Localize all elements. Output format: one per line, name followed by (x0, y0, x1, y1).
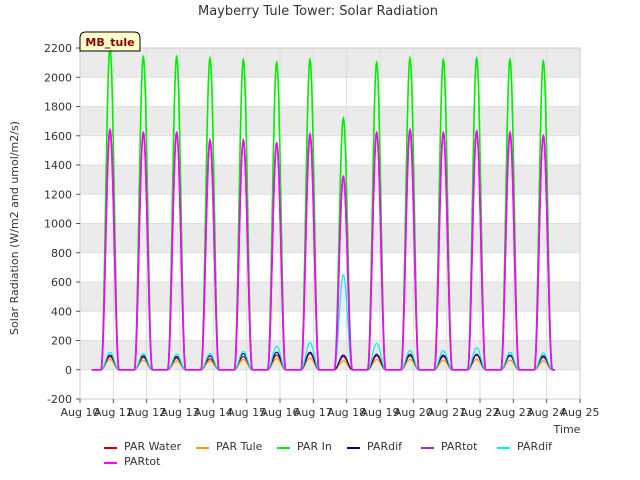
legend-label: PARdif (517, 440, 553, 453)
x-tick-label: Aug 12 (127, 406, 166, 419)
x-tick-label: Aug 10 (61, 406, 100, 419)
y-tick-label: 2200 (44, 42, 72, 55)
y-tick-label: 200 (51, 335, 72, 348)
x-tick-label: Aug 24 (527, 406, 566, 419)
background-band (80, 165, 580, 195)
background-band (80, 223, 580, 253)
legend-label: PARdif (367, 440, 403, 453)
station-badge-label: MB_tule (85, 36, 134, 49)
station-badge-box (79, 31, 141, 52)
station-badge: MB_tule (79, 31, 141, 52)
plot-background-bands (80, 48, 580, 370)
y-tick-label: 2000 (44, 71, 72, 84)
x-tick-label: Aug 11 (94, 406, 133, 419)
y-tick-label: 1000 (44, 218, 72, 231)
x-tick-label: Aug 16 (261, 406, 300, 419)
background-band (80, 48, 580, 78)
y-tick-label: 1400 (44, 159, 72, 172)
y-axis-label: Solar Radiation (W/m2 and umol/m2/s) (8, 121, 21, 335)
x-tick-label: Aug 18 (327, 406, 366, 419)
legend-label: PARtot (441, 440, 478, 453)
y-axis-ticks: -200 0 200 400 600 800 1000 1200 1400 1600 1800 200… (44, 42, 80, 406)
series-line-par-in-2 (91, 44, 555, 371)
legend-label: PAR In (297, 440, 332, 453)
y-tick-label: 800 (51, 247, 72, 260)
x-tick-label: Aug 21 (427, 406, 466, 419)
legend-label: PAR Water (124, 440, 182, 453)
x-tick-label: Aug 15 (227, 406, 266, 419)
y-tick-label: 600 (51, 276, 72, 289)
series-group (91, 44, 555, 371)
legend: PAR Water PAR Tule PAR In PARdif PARtot PARdi… (104, 440, 553, 468)
background-band (80, 282, 580, 312)
chart-title: Mayberry Tule Tower: Solar Radiation (198, 4, 438, 19)
background-band (80, 340, 580, 370)
x-tick-label: Aug 20 (394, 406, 433, 419)
series-line-partot-6 (91, 127, 555, 371)
y-tick-label: 1600 (44, 130, 72, 143)
y-tick-label: -200 (47, 393, 72, 406)
legend-label: PARtot (124, 455, 161, 468)
x-tick-label: Aug 13 (161, 406, 200, 419)
y-tick-label: 400 (51, 305, 72, 318)
x-axis-label: Time (553, 423, 581, 436)
x-tick-label: Aug 25 (561, 406, 600, 419)
y-tick-label: 1200 (44, 188, 72, 201)
legend-label: PAR Tule (216, 440, 263, 453)
x-tick-label: Aug 19 (361, 406, 400, 419)
x-tick-label: Aug 22 (461, 406, 500, 419)
x-tick-label: Aug 17 (294, 406, 333, 419)
x-tick-label: Aug 23 (494, 406, 533, 419)
y-tick-label: 1800 (44, 101, 72, 114)
background-band (80, 106, 580, 136)
y-tick-label: 0 (65, 364, 72, 377)
x-tick-label: Aug 14 (194, 406, 233, 419)
